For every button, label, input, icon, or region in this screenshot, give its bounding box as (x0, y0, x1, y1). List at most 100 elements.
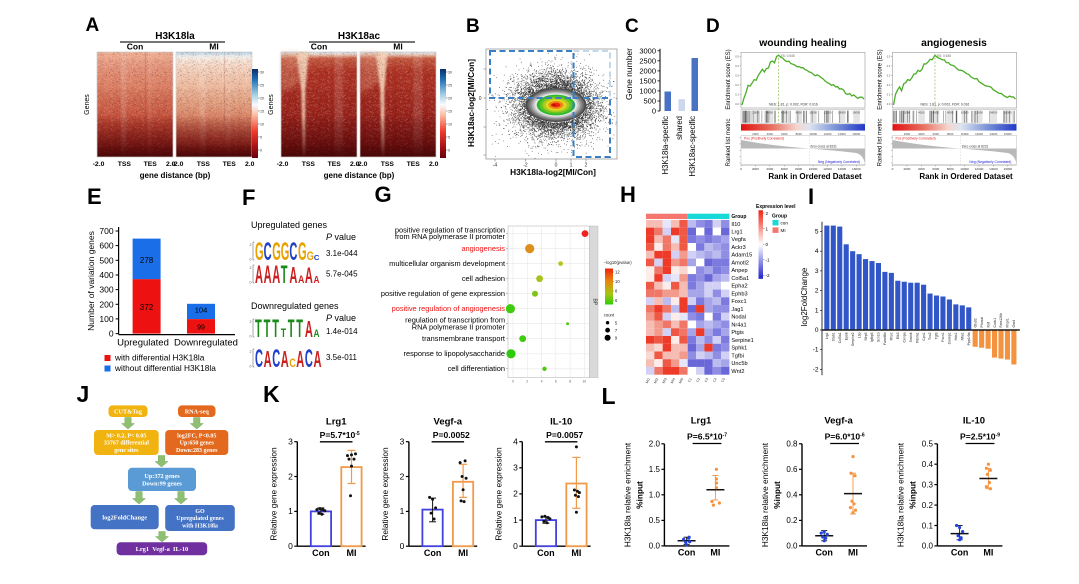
svg-text:0: 0 (892, 167, 894, 171)
svg-text:C1: C1 (687, 377, 693, 383)
svg-text:angiogenesis: angiogenesis (921, 38, 987, 49)
svg-text:0.1: 0.1 (922, 521, 934, 530)
svg-text:0.4: 0.4 (786, 491, 798, 500)
svg-text:TES: TES (223, 161, 237, 168)
svg-text:Jag1: Jag1 (731, 307, 743, 313)
svg-text:−log10(pvalue): −log10(pvalue) (604, 260, 632, 265)
svg-text:Pdlim1: Pdlim1 (915, 332, 919, 342)
svg-text:Ackr3: Ackr3 (731, 245, 745, 251)
svg-text:0.6: 0.6 (786, 465, 798, 474)
svg-text:0.8: 0.8 (786, 440, 798, 449)
svg-text:2.0: 2.0 (166, 161, 176, 168)
svg-text:2000: 2000 (903, 167, 910, 171)
svg-text:TSS: TSS (302, 161, 316, 168)
svg-text:T: T (272, 316, 279, 343)
svg-text:-1: -1 (766, 258, 771, 263)
svg-text:P=6.5*10-7: P=6.5*10-7 (687, 432, 727, 442)
svg-text:log2FoldChange: log2FoldChange (800, 267, 809, 326)
svg-text:3.1e-044: 3.1e-044 (326, 249, 358, 258)
svg-text:A: A (314, 345, 322, 372)
svg-text:0: 0 (250, 281, 252, 285)
svg-text:8000: 8000 (947, 111, 954, 115)
svg-text:1.5: 1.5 (649, 465, 661, 474)
svg-text:4000: 4000 (767, 111, 774, 115)
svg-text:Downregulated genes: Downregulated genes (251, 301, 339, 311)
svg-text:600: 600 (99, 241, 113, 251)
svg-text:response to lipopolysaccharide: response to lipopolysaccharide (404, 349, 505, 358)
svg-text:0: 0 (766, 242, 769, 247)
svg-text:5: 5 (615, 320, 618, 325)
svg-text:1: 1 (513, 515, 518, 525)
svg-text:P value: P value (326, 313, 356, 323)
svg-text:TES: TES (407, 161, 421, 168)
svg-text:NES: 1.81, p: 0.002, FDR: 0.01: NES: 1.81, p: 0.002, FDR: 0.016 (769, 103, 818, 107)
svg-text:10000: 10000 (961, 111, 969, 115)
svg-text:Adam15: Adam15 (731, 253, 752, 259)
svg-text:multicellular organism develop: multicellular organism development (389, 259, 505, 268)
svg-text:Foxc1: Foxc1 (731, 299, 746, 305)
svg-text:A: A (298, 274, 304, 286)
svg-text:positive regulation of transcr: positive regulation of transcription (395, 226, 505, 235)
svg-text:4: 4 (815, 248, 819, 255)
svg-text:15: 15 (448, 110, 452, 114)
svg-text:P=0.0052: P=0.0052 (433, 430, 470, 440)
svg-text:T: T (281, 262, 288, 289)
svg-text:Il10: Il10 (731, 222, 740, 228)
svg-text:10: 10 (448, 123, 452, 127)
svg-text:5: 5 (260, 136, 262, 140)
svg-text:Con: Con (678, 548, 696, 558)
svg-text:0: 0 (512, 380, 514, 384)
svg-text:Cemip1: Cemip1 (948, 332, 952, 344)
svg-text:Vegf-a: Vegf-a (434, 417, 463, 428)
svg-text:10000: 10000 (961, 132, 969, 136)
svg-text:0.0: 0.0 (735, 102, 739, 106)
svg-text:MI1: MI1 (645, 377, 651, 384)
svg-text:0.2: 0.2 (735, 83, 739, 87)
svg-text:0.3: 0.3 (887, 73, 891, 77)
svg-text:log2FC, P<0.05: log2FC, P<0.05 (177, 433, 216, 439)
svg-text:Ranked list metric: Ranked list metric (878, 119, 884, 167)
svg-text:1: 1 (815, 307, 819, 314)
svg-text:Con: Con (312, 548, 330, 558)
svg-text:A: A (314, 274, 320, 285)
svg-text:1.4e-014: 1.4e-014 (326, 327, 358, 336)
svg-text:MI5: MI5 (678, 377, 684, 384)
svg-text:cell differentiation: cell differentiation (448, 364, 505, 373)
svg-text:5: 5 (815, 229, 819, 236)
svg-text:Number of variation genes: Number of variation genes (86, 231, 96, 331)
svg-text:gene distance (bp): gene distance (bp) (140, 171, 211, 180)
svg-text:Gene number: Gene number (624, 48, 634, 100)
svg-text:0.5: 0.5 (922, 440, 934, 449)
svg-text:C: C (314, 253, 320, 262)
svg-text:2: 2 (250, 320, 252, 324)
svg-text:Fam46b: Fam46b (883, 332, 887, 345)
svg-text:TSS: TSS (197, 161, 211, 168)
svg-text:G: G (298, 239, 307, 266)
svg-text:-2: -2 (766, 273, 771, 278)
svg-text:99: 99 (197, 325, 205, 332)
svg-text:10: 10 (583, 380, 587, 384)
svg-text:6: 6 (615, 298, 618, 303)
svg-text:14000: 14000 (990, 132, 998, 136)
svg-text:16000: 16000 (1004, 111, 1012, 115)
svg-text:Tgf3: Tgf3 (935, 332, 939, 339)
svg-text:2000: 2000 (752, 111, 759, 115)
svg-text:0.2: 0.2 (786, 516, 798, 525)
svg-text:Vegf-a: Vegf-a (824, 416, 853, 427)
svg-text:14000: 14000 (990, 111, 998, 115)
svg-text:T: T (255, 316, 262, 343)
svg-text:Down:283 genes: Down:283 genes (176, 448, 218, 454)
svg-text:Cenpa: Cenpa (903, 332, 907, 342)
svg-text:A: A (281, 345, 289, 372)
svg-text:Ibsf: Ibsf (986, 322, 990, 328)
svg-text:TSS: TSS (118, 161, 132, 168)
svg-text:2: 2 (250, 350, 252, 354)
svg-text:Wnt2: Wnt2 (731, 369, 744, 375)
svg-text:0: 0 (288, 541, 293, 551)
svg-text:MI: MI (393, 42, 402, 52)
svg-text:A: A (255, 262, 263, 289)
svg-text:8000: 8000 (947, 167, 954, 171)
svg-text:0.3: 0.3 (922, 480, 934, 489)
svg-text:MI: MI (571, 548, 581, 558)
svg-text:2: 2 (526, 380, 528, 384)
